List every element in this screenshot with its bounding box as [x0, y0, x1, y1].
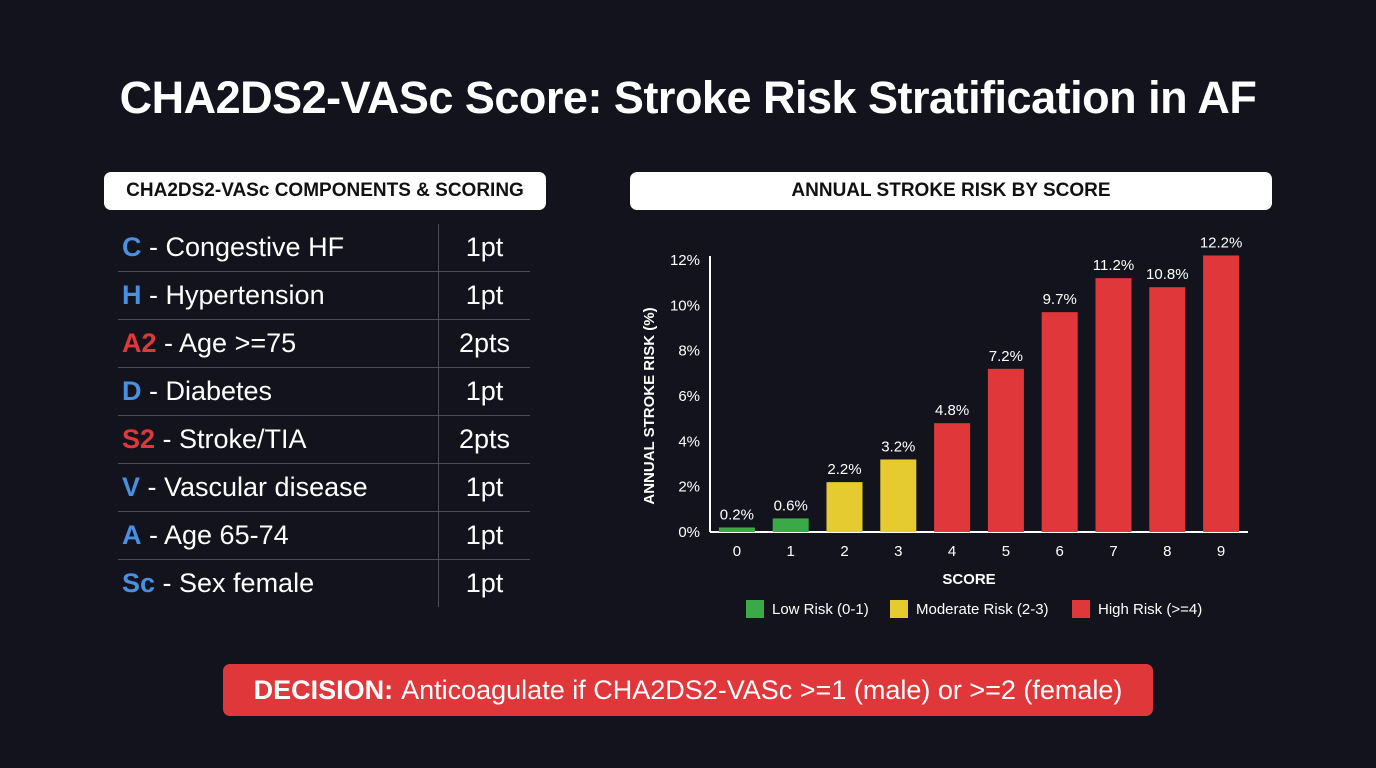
component-cell: S2 - Stroke/TIA — [118, 424, 438, 455]
bar — [1095, 278, 1132, 532]
component-row: S2 - Stroke/TIA 2pts — [118, 416, 530, 464]
components-panel-header: CHA2DS2-VASc COMPONENTS & SCORING — [104, 172, 546, 210]
y-tick-label: 8% — [678, 343, 700, 360]
bar-value-label: 0.2% — [720, 506, 754, 523]
stroke-risk-bar-chart: 0% 2% 4% 6% 8% 10% 12% ANNUAL STROKE RISK (%) 0.… — [641, 234, 1248, 618]
bar-value-label: 7.2% — [989, 348, 1023, 365]
component-description: - Sex female — [155, 568, 315, 598]
y-tick-label: 4% — [678, 433, 700, 450]
y-axis-label: ANNUAL STROKE RISK (%) — [641, 307, 658, 504]
component-description: - Diabetes — [141, 376, 273, 406]
bar — [1041, 312, 1078, 532]
bar — [880, 459, 917, 532]
component-points: 1pt — [438, 512, 530, 559]
component-letter: H — [122, 280, 142, 310]
component-points: 1pt — [438, 368, 530, 415]
component-points: 1pt — [438, 464, 530, 511]
component-letter: D — [122, 376, 142, 406]
component-row: D - Diabetes 1pt — [118, 368, 530, 416]
component-letter: S2 — [122, 424, 156, 454]
bar-value-label: 4.8% — [935, 402, 969, 419]
component-points: 1pt — [438, 272, 530, 319]
component-cell: V - Vascular disease — [118, 472, 438, 503]
bar — [772, 518, 809, 532]
component-row: A - Age 65-74 1pt — [118, 512, 530, 560]
legend-swatch — [746, 600, 764, 618]
y-tick-label: 2% — [678, 479, 700, 496]
bar-value-label: 9.7% — [1043, 291, 1077, 308]
x-tick-label: 2 — [840, 543, 848, 560]
component-cell: H - Hypertension — [118, 280, 438, 311]
component-row: V - Vascular disease 1pt — [118, 464, 530, 512]
y-tick-label: 6% — [678, 388, 700, 405]
component-points: 1pt — [438, 560, 530, 607]
x-tick-label: 7 — [1109, 543, 1117, 560]
scoring-table: C - Congestive HF 1pt H - Hypertension 1pt A… — [118, 224, 530, 607]
y-tick-label: 12% — [670, 252, 700, 269]
decision-label: DECISION: — [253, 674, 394, 705]
bar — [826, 482, 863, 532]
x-tick-label: 8 — [1163, 543, 1171, 560]
x-tick-label: 4 — [948, 543, 956, 560]
legend-swatch — [890, 600, 908, 618]
component-cell: A - Age 65-74 — [118, 520, 438, 551]
bar-value-label: 0.6% — [774, 497, 808, 514]
component-description: - Hypertension — [141, 280, 325, 310]
bar-value-label: 3.2% — [881, 438, 915, 455]
bar — [987, 368, 1024, 532]
component-cell: A2 - Age >=75 — [118, 328, 438, 359]
decision-banner: DECISION: Anticoagulate if CHA2DS2-VASc … — [223, 664, 1153, 716]
x-tick-label: 9 — [1217, 543, 1225, 560]
component-row: A2 - Age >=75 2pts — [118, 320, 530, 368]
bar — [1203, 255, 1240, 532]
component-letter: V — [122, 472, 141, 502]
component-description: - Vascular disease — [140, 472, 368, 502]
bar — [718, 527, 755, 532]
component-cell: Sc - Sex female — [118, 568, 438, 599]
bar-value-label: 11.2% — [1093, 257, 1134, 274]
component-letter: C — [122, 232, 142, 262]
component-description: - Age >=75 — [156, 328, 297, 358]
chart-panel-header: ANNUAL STROKE RISK BY SCORE — [630, 172, 1272, 210]
component-row: H - Hypertension 1pt — [118, 272, 530, 320]
x-axis-label: SCORE — [942, 571, 995, 588]
component-row: C - Congestive HF 1pt — [118, 224, 530, 272]
bar-value-label: 10.8% — [1146, 266, 1189, 283]
x-tick-label: 0 — [733, 543, 741, 560]
y-tick-label: 10% — [670, 297, 700, 314]
legend-label: Low Risk (0-1) — [772, 601, 869, 618]
component-description: - Congestive HF — [141, 232, 345, 262]
x-tick-label: 3 — [894, 543, 902, 560]
component-points: 1pt — [438, 224, 530, 271]
y-tick-label: 0% — [678, 524, 700, 541]
bar-value-label: 2.2% — [827, 461, 861, 478]
bar-value-label: 12.2% — [1200, 234, 1243, 251]
legend-label: High Risk (>=4) — [1098, 601, 1202, 618]
component-cell: C - Congestive HF — [118, 232, 438, 263]
bar — [1149, 287, 1186, 532]
x-tick-label: 6 — [1056, 543, 1064, 560]
legend-label: Moderate Risk (2-3) — [916, 601, 1049, 618]
component-description: - Age 65-74 — [141, 520, 289, 550]
component-row: Sc - Sex female 1pt — [118, 560, 530, 607]
component-description: - Stroke/TIA — [155, 424, 307, 454]
x-tick-label: 5 — [1002, 543, 1010, 560]
bar — [934, 423, 971, 532]
component-letter: A — [122, 520, 142, 550]
component-points: 2pts — [438, 320, 530, 367]
decision-text: Anticoagulate if CHA2DS2-VASc >=1 (male)… — [401, 674, 1123, 705]
component-letter: A2 — [122, 328, 157, 358]
legend-swatch — [1072, 600, 1090, 618]
component-letter: Sc — [122, 568, 156, 598]
page-title: CHA2DS2-VASc Score: Stroke Risk Stratifi… — [119, 72, 1257, 123]
x-tick-label: 1 — [787, 543, 795, 560]
component-points: 2pts — [438, 416, 530, 463]
component-cell: D - Diabetes — [118, 376, 438, 407]
